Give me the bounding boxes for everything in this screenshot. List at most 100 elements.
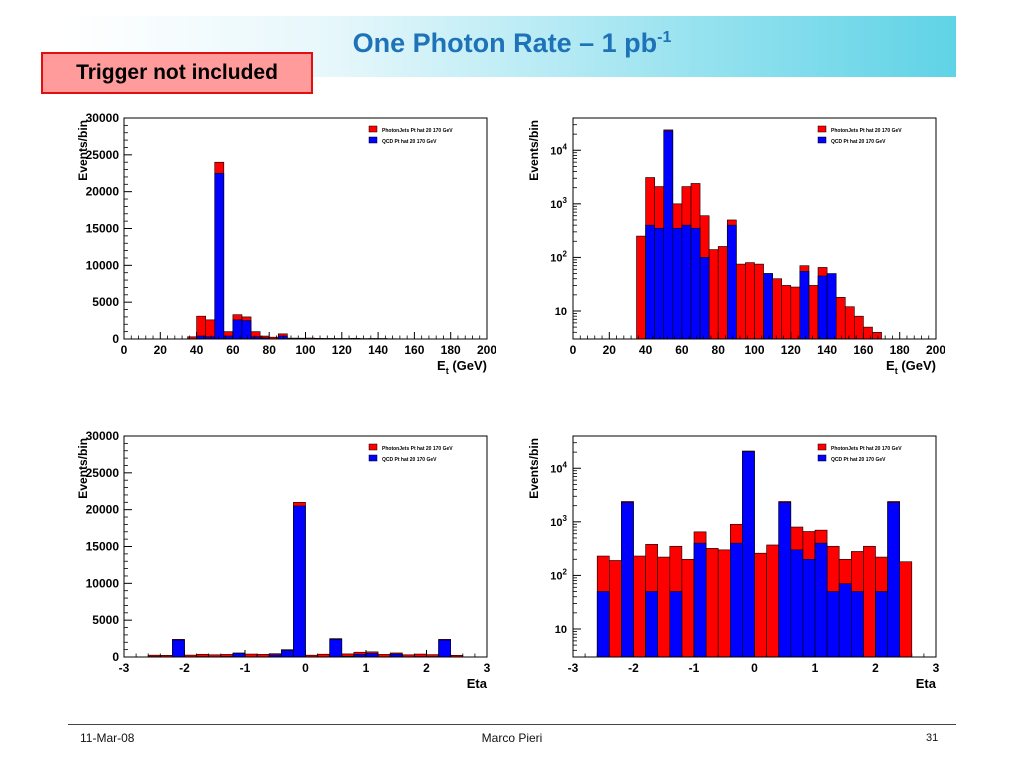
x-tick-label: -1 [689, 661, 700, 675]
x-tick-label: -2 [179, 661, 190, 675]
legend-label: QCD Pt hat 20 170 GeV [831, 139, 886, 145]
chart-svg-eta-linear: -3 -2 -1 0 1 2 3 0 5000 10000 15000 20000 25000 30000… [76, 430, 491, 691]
qcd-bar [838, 583, 852, 658]
legend-label: PhotonJets Pt hat 20 170 GeV [831, 128, 902, 134]
qcd-bar [654, 227, 665, 340]
y-tick-label: 0 [112, 332, 119, 346]
qcd-bar [669, 591, 683, 658]
legend-label: QCD Pt hat 20 170 GeV [382, 457, 437, 463]
x-tick-label: -3 [568, 661, 579, 675]
legend-swatch [368, 136, 378, 144]
chart-legend: PhotonJets Pt hat 20 170 GeV QCD Pt hat 2… [368, 125, 453, 145]
x-tick-label: 60 [226, 343, 240, 357]
qcd-bar [663, 130, 674, 340]
y-tick-label: 30000 [86, 430, 120, 443]
legend-swatch [368, 454, 378, 462]
qcd-bar [814, 542, 828, 658]
qcd-bar [329, 639, 343, 658]
photonjets-bar [205, 319, 216, 340]
slide-title-main: One Photon Rate – 1 pb [352, 28, 658, 58]
photonjets-bar [863, 545, 876, 658]
slide-title: One Photon Rate – 1 pb-1 [68, 28, 956, 59]
x-tick-label: 20 [154, 343, 168, 357]
qcd-bar [293, 505, 306, 658]
photonjets-bar [899, 561, 913, 658]
x-tick-label: 40 [639, 343, 653, 357]
x-tick-label: 120 [781, 343, 801, 357]
y-tick-label: 15000 [86, 540, 120, 554]
y-tick-label: 30000 [86, 112, 120, 125]
x-tick-label: 80 [263, 343, 277, 357]
qcd-bar [645, 591, 658, 658]
x-tick-label: 100 [295, 343, 315, 357]
y-tick-label: 25000 [86, 148, 120, 162]
y-tick-label: 102 [550, 249, 567, 264]
y-tick-label: 102 [550, 567, 567, 582]
x-tick-label: 0 [751, 661, 758, 675]
y-tick-label: 25000 [86, 466, 120, 480]
photonjets-bar [790, 286, 801, 340]
photonjets-bar [196, 315, 206, 340]
x-tick-label: 3 [484, 661, 491, 675]
photonjets-bar [745, 262, 755, 340]
photonjets-bar [681, 558, 695, 658]
qcd-bar [826, 591, 840, 658]
x-tick-label: 180 [890, 343, 910, 357]
legend-label: PhotonJets Pt hat 20 170 GeV [831, 446, 902, 452]
x-tick-label: 0 [570, 343, 577, 357]
chart-svg-et-linear: 0 20 40 60 80 100 120 140 160 180 200 0 5000 10000 150… [76, 112, 496, 376]
qcd-bar [799, 271, 810, 340]
legend-label: PhotonJets Pt hat 20 170 GeV [382, 446, 453, 452]
qcd-bar [596, 591, 610, 658]
qcd-bar [699, 257, 710, 340]
photonjets-bar [844, 306, 855, 340]
x-tick-label: 140 [368, 343, 388, 357]
qcd-bar [438, 639, 452, 658]
legend-swatch [368, 443, 378, 451]
y-tick-label: 10000 [86, 258, 120, 272]
x-tick-label: 160 [404, 343, 424, 357]
qcd-bar [693, 542, 707, 658]
y-tick-label: 103 [550, 514, 567, 529]
qcd-bar [802, 558, 816, 658]
x-tick-label: 140 [817, 343, 837, 357]
qcd-bar [172, 639, 185, 658]
photonjets-bar [808, 285, 819, 340]
eta-linear-plot: -3 -2 -1 0 1 2 3 0 5000 10000 15000 20000 25000 30000… [76, 430, 496, 700]
x-tick-label: -3 [119, 661, 130, 675]
qcd-bar [672, 227, 683, 340]
y-tick-label: 104 [550, 460, 567, 475]
legend-swatch [368, 125, 378, 133]
qcd-bar [281, 650, 294, 658]
legend-swatch [817, 136, 827, 144]
y-axis-title: Events/bin [527, 120, 541, 181]
y-axis-title: Events/bin [76, 120, 90, 181]
qcd-bar [763, 273, 773, 340]
y-tick-label: 10000 [86, 576, 120, 590]
x-axis-title: Et (GeV) [437, 358, 487, 376]
photonjets-bar [872, 332, 882, 340]
y-tick-label: 10 [555, 306, 567, 318]
photonjets-bar [705, 548, 719, 658]
x-axis-title: Eta [916, 676, 937, 691]
photonjets-bar [772, 278, 783, 340]
qcd-bar [645, 224, 655, 340]
qcd-bar [365, 653, 379, 658]
photonjets-bar [863, 326, 873, 340]
y-tick-label: 20000 [86, 503, 120, 517]
y-tick-label: 0 [112, 650, 119, 664]
chart-legend: PhotonJets Pt hat 20 170 GeV QCD Pt hat 2… [817, 125, 902, 145]
eta-log-plot: -3 -2 -1 0 1 2 3 10 102 103 104 Events/bin Eta Photon… [525, 430, 945, 700]
x-tick-label: 0 [302, 661, 309, 675]
y-tick-label: 20000 [86, 185, 120, 199]
qcd-bar [214, 172, 225, 340]
qcd-bar [817, 275, 828, 340]
photonjets-bar [754, 552, 767, 658]
chart-svg-eta-log: -3 -2 -1 0 1 2 3 10 102 103 104 Events/bin Eta Photon… [527, 435, 940, 691]
qcd-bar [826, 273, 837, 340]
x-tick-label: -1 [240, 661, 251, 675]
legend-swatch [817, 454, 827, 462]
footer-author: Marco Pieri [481, 731, 543, 745]
plot-area [124, 118, 487, 339]
chart-legend: PhotonJets Pt hat 20 170 GeV QCD Pt hat 2… [368, 443, 453, 463]
